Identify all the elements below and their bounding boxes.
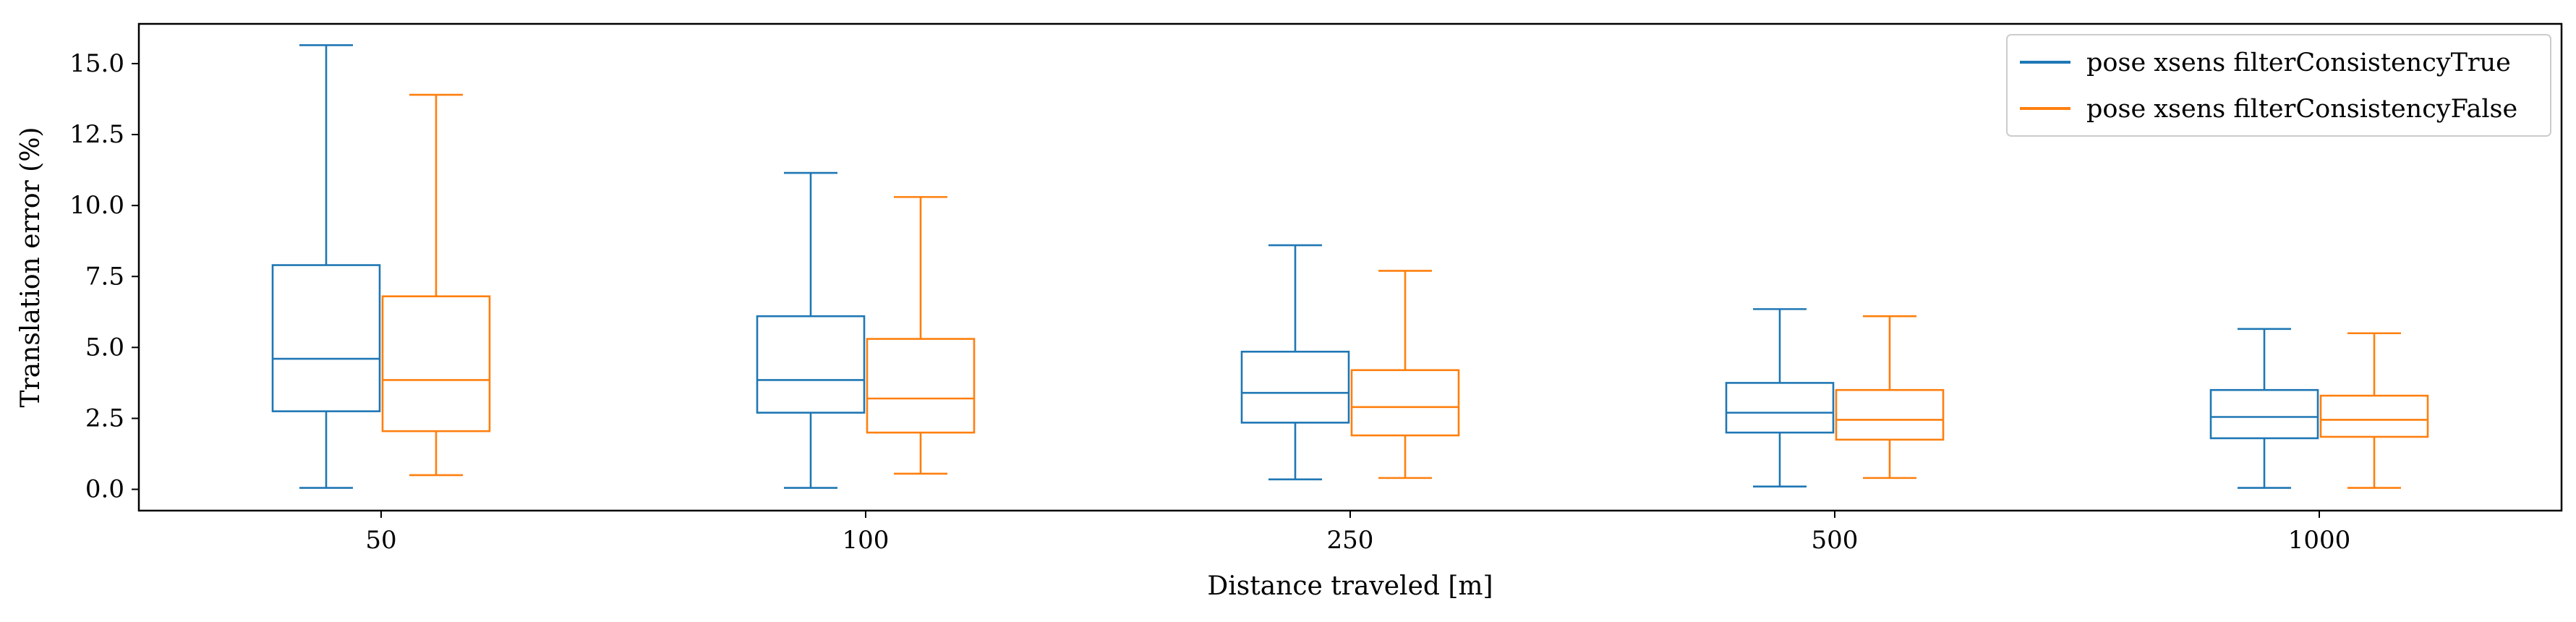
y-tick-label: 5.0 <box>85 333 124 362</box>
iqr-box <box>271 264 381 412</box>
legend-entry-label: pose xsens filterConsistencyTrue <box>2086 48 2511 77</box>
y-tick-label: 10.0 <box>69 191 124 220</box>
legend-entry-label: pose xsens filterConsistencyFalse <box>2086 95 2517 124</box>
iqr-box <box>1240 350 1350 424</box>
y-tick-label: 7.5 <box>85 262 124 291</box>
box-true-500 <box>1725 308 1835 487</box>
box-true-50 <box>271 44 381 489</box>
x-axis-label: Distance traveled [m] <box>1207 571 1493 601</box>
box-false-1000 <box>2319 332 2429 489</box>
x-tick-label: 50 <box>365 526 396 555</box>
iqr-box <box>1835 388 1945 441</box>
y-tick-label: 0.0 <box>85 475 124 504</box>
box-true-1000 <box>2209 328 2319 489</box>
iqr-box <box>1350 369 1460 437</box>
iqr-box <box>2319 394 2429 438</box>
iqr-box <box>381 295 491 433</box>
iqr-box <box>866 338 976 434</box>
x-tick-label: 1000 <box>2288 526 2351 555</box>
iqr-box <box>756 315 866 414</box>
y-axis-label: Translation error (%) <box>16 127 46 408</box>
legend: pose xsens filterConsistencyTrue pose xse… <box>2006 34 2551 137</box>
box-false-100 <box>866 196 976 475</box>
x-tick-label: 250 <box>1327 526 1374 555</box>
iqr-box <box>2209 388 2319 440</box>
plot-area <box>271 44 2429 489</box>
box-false-50 <box>381 93 491 477</box>
x-tick-label: 100 <box>843 526 890 555</box>
axes: 0.0 2.5 5.0 7.5 10.0 12.5 15.0 50 100 250 500 1000 <box>69 49 2350 555</box>
box-false-500 <box>1835 315 1945 480</box>
y-tick-label: 15.0 <box>69 49 124 78</box>
box-false-250 <box>1350 270 1460 480</box>
box-true-100 <box>756 171 866 489</box>
box-true-250 <box>1240 244 1350 481</box>
iqr-box <box>1725 382 1835 434</box>
legend-box <box>2006 34 2551 137</box>
x-tick-label: 500 <box>1812 526 1859 555</box>
y-tick-label: 2.5 <box>85 404 124 433</box>
y-tick-label: 12.5 <box>69 120 124 149</box>
